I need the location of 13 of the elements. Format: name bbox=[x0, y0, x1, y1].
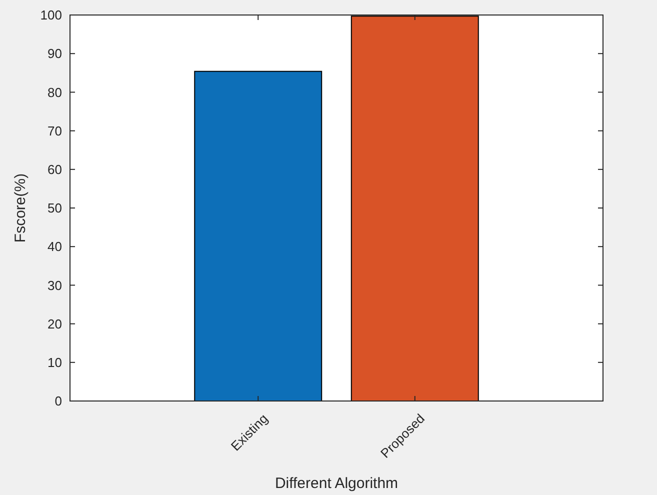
y-tick-label: 10 bbox=[48, 354, 62, 370]
y-axis-title: Fscore(%) bbox=[12, 173, 29, 243]
y-tick-label: 30 bbox=[48, 278, 62, 293]
y-tick-label: 0 bbox=[54, 394, 62, 409]
y-tick-label: 50 bbox=[48, 200, 62, 216]
y-tick-label: 90 bbox=[48, 46, 62, 62]
y-tick-label: 60 bbox=[48, 162, 62, 177]
y-tick-label: 70 bbox=[48, 123, 62, 138]
y-tick-label: 80 bbox=[48, 84, 62, 100]
y-tick-label: 40 bbox=[48, 239, 62, 254]
x-axis-title: Different Algorithm bbox=[274, 475, 398, 492]
y-tick-label: 20 bbox=[48, 316, 62, 332]
y-tick-label: 100 bbox=[40, 8, 62, 23]
